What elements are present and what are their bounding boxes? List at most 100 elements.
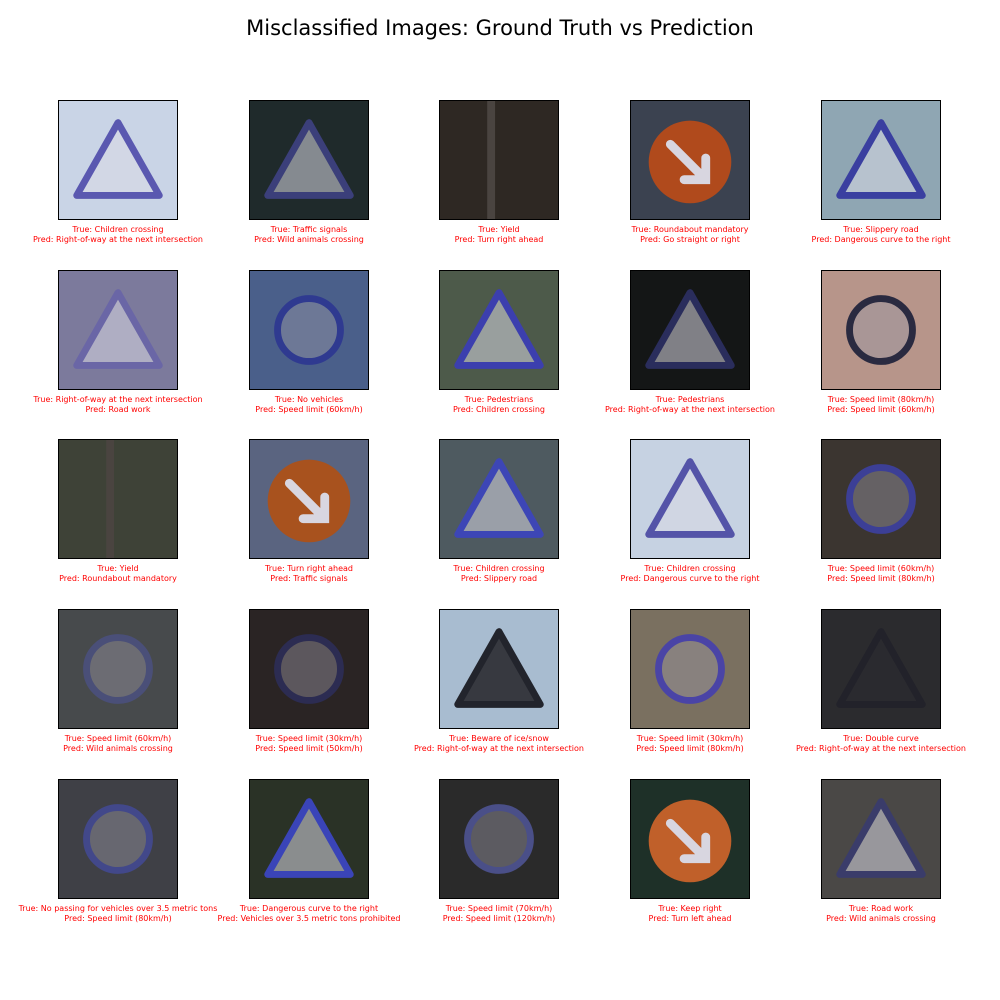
misclassified-item: True: Speed limit (30km/h) Pred: Speed li… xyxy=(590,609,790,769)
misclassified-item: True: Traffic signals Pred: Wild animals … xyxy=(209,100,409,260)
misclassified-item: True: Speed limit (60km/h) Pred: Speed li… xyxy=(781,439,981,599)
true-label: True: Pedestrians xyxy=(655,395,725,404)
misclassified-item: True: Slippery road Pred: Dangerous curve… xyxy=(781,100,981,260)
misclassified-item: True: Pedestrians Pred: Children crossing xyxy=(399,270,599,430)
sign-graphic xyxy=(631,440,749,558)
true-label: True: Dangerous curve to the right xyxy=(239,904,379,913)
misclassified-item: True: Pedestrians Pred: Right-of-way at t… xyxy=(590,270,790,430)
sign-thumbnail xyxy=(439,609,559,729)
sign-graphic xyxy=(631,610,749,728)
pred-label: Pred: Go straight or right xyxy=(640,235,740,244)
sign-thumbnail xyxy=(630,439,750,559)
true-label: True: Children crossing xyxy=(453,564,545,573)
sign-graphic xyxy=(250,440,368,558)
true-label: True: Traffic signals xyxy=(270,225,348,234)
caption: True: Slippery road Pred: Dangerous curve… xyxy=(751,225,1000,245)
pred-label: Pred: Speed limit (60km/h) xyxy=(827,405,935,414)
misclassified-item: True: Double curve Pred: Right-of-way at … xyxy=(781,609,981,769)
true-label: True: Beware of ice/snow xyxy=(449,734,549,743)
sign-thumbnail xyxy=(439,779,559,899)
sign-thumbnail xyxy=(249,100,369,220)
sign-graphic xyxy=(250,610,368,728)
sign-graphic xyxy=(631,271,749,389)
sign-graphic xyxy=(440,271,558,389)
misclassified-item: True: Beware of ice/snow Pred: Right-of-w… xyxy=(399,609,599,769)
pred-label: Pred: Right-of-way at the next intersect… xyxy=(33,235,203,244)
sign-thumbnail xyxy=(58,100,178,220)
pred-label: Pred: Right-of-way at the next intersect… xyxy=(796,744,966,753)
misclassified-item: True: Speed limit (60km/h) Pred: Wild ani… xyxy=(18,609,218,769)
sign-thumbnail xyxy=(58,609,178,729)
caption: True: Turn right ahead Pred: Traffic sign… xyxy=(179,564,439,584)
caption: True: Pedestrians Pred: Children crossing xyxy=(369,395,629,415)
caption: True: Speed limit (70km/h) Pred: Speed li… xyxy=(369,904,629,924)
sign-graphic xyxy=(822,101,940,219)
sign-graphic xyxy=(631,780,749,898)
pred-label: Pred: Right-of-way at the next intersect… xyxy=(605,405,775,414)
pred-label: Pred: Dangerous curve to the right xyxy=(620,574,760,583)
pred-label: Pred: Vehicles over 3.5 metric tons proh… xyxy=(217,914,401,923)
caption: True: Speed limit (30km/h) Pred: Speed li… xyxy=(560,734,820,754)
misclassified-item: True: Right-of-way at the next intersect… xyxy=(18,270,218,430)
sign-thumbnail xyxy=(821,270,941,390)
pred-label: Pred: Children crossing xyxy=(453,405,545,414)
sign-graphic xyxy=(250,780,368,898)
caption: True: Speed limit (60km/h) Pred: Speed li… xyxy=(751,564,1000,584)
caption: True: Yield Pred: Turn right ahead xyxy=(369,225,629,245)
misclassified-item: True: Yield Pred: Roundabout mandatory xyxy=(18,439,218,599)
caption: True: Road work Pred: Wild animals crossi… xyxy=(751,904,1000,924)
sign-thumbnail xyxy=(821,779,941,899)
pred-label: Pred: Speed limit (80km/h) xyxy=(64,914,172,923)
misclassified-item: True: Children crossing Pred: Slippery ro… xyxy=(399,439,599,599)
pred-label: Pred: Speed limit (80km/h) xyxy=(636,744,744,753)
figure-title: Misclassified Images: Ground Truth vs Pr… xyxy=(246,16,754,40)
sign-thumbnail xyxy=(58,439,178,559)
caption: True: Yield Pred: Roundabout mandatory xyxy=(0,564,248,584)
sign-graphic xyxy=(59,610,177,728)
pred-label: Pred: Right-of-way at the next intersect… xyxy=(414,744,584,753)
true-label: True: Speed limit (30km/h) xyxy=(255,734,363,743)
pred-label: Pred: Turn right ahead xyxy=(454,235,544,244)
true-label: True: Pedestrians xyxy=(464,395,534,404)
pred-label: Pred: Wild animals crossing xyxy=(826,914,936,923)
pred-label: Pred: Wild animals crossing xyxy=(254,235,364,244)
sign-graphic xyxy=(59,101,177,219)
sign-graphic xyxy=(822,780,940,898)
true-label: True: Speed limit (60km/h) xyxy=(827,564,935,573)
sign-graphic xyxy=(440,101,558,219)
sign-graphic xyxy=(822,440,940,558)
caption: True: Speed limit (80km/h) Pred: Speed li… xyxy=(751,395,1000,415)
sign-thumbnail xyxy=(630,609,750,729)
misclassified-item: True: Dangerous curve to the right Pred: … xyxy=(209,779,409,939)
misclassified-item: True: Yield Pred: Turn right ahead xyxy=(399,100,599,260)
sign-thumbnail xyxy=(821,100,941,220)
misclassified-item: True: Children crossing Pred: Right-of-wa… xyxy=(18,100,218,260)
true-label: True: Speed limit (70km/h) xyxy=(445,904,553,913)
pred-label: Pred: Roundabout mandatory xyxy=(59,574,177,583)
pred-label: Pred: Turn left ahead xyxy=(648,914,732,923)
sign-thumbnail xyxy=(439,439,559,559)
pred-label: Pred: Slippery road xyxy=(460,574,538,583)
pred-label: Pred: Speed limit (50km/h) xyxy=(255,744,363,753)
pred-label: Pred: Speed limit (80km/h) xyxy=(827,574,935,583)
sign-graphic xyxy=(822,610,940,728)
caption: True: Children crossing Pred: Dangerous c… xyxy=(560,564,820,584)
misclassified-item: True: No vehicles Pred: Speed limit (60km… xyxy=(209,270,409,430)
true-label: True: Children crossing xyxy=(644,564,736,573)
sign-graphic xyxy=(250,101,368,219)
true-label: True: Slippery road xyxy=(843,225,919,234)
sign-thumbnail xyxy=(249,270,369,390)
pred-label: Pred: Traffic signals xyxy=(270,574,348,583)
caption: True: Children crossing Pred: Slippery ro… xyxy=(369,564,629,584)
true-label: True: Turn right ahead xyxy=(265,564,353,573)
true-label: True: Speed limit (30km/h) xyxy=(636,734,744,743)
sign-graphic xyxy=(250,271,368,389)
sign-graphic xyxy=(440,440,558,558)
pred-label: Pred: Speed limit (120km/h) xyxy=(442,914,556,923)
caption: True: Right-of-way at the next intersect… xyxy=(0,395,248,415)
true-label: True: Speed limit (60km/h) xyxy=(64,734,172,743)
true-label: True: Double curve xyxy=(843,734,919,743)
misclassified-item: True: No passing for vehicles over 3.5 m… xyxy=(18,779,218,939)
sign-graphic xyxy=(440,780,558,898)
caption: True: Pedestrians Pred: Right-of-way at t… xyxy=(560,395,820,415)
